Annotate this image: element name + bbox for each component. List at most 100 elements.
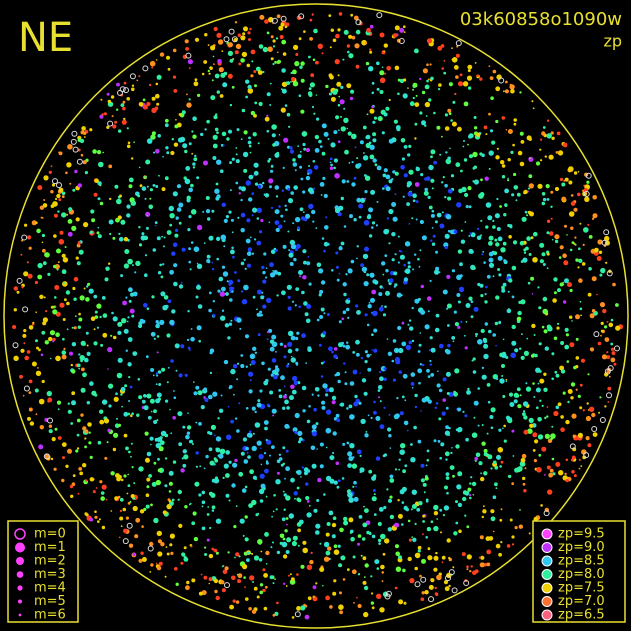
star — [278, 453, 282, 456]
magnitude-symbol — [16, 571, 24, 578]
star — [501, 164, 506, 168]
star — [287, 145, 290, 149]
star — [188, 247, 192, 251]
magnitude-symbol — [18, 613, 22, 617]
star — [435, 250, 439, 254]
star — [155, 562, 158, 565]
star — [364, 197, 367, 200]
star — [573, 171, 578, 175]
star — [452, 100, 456, 104]
star — [315, 582, 318, 585]
star — [319, 464, 324, 469]
star — [338, 12, 343, 16]
star — [421, 235, 427, 241]
star — [427, 375, 431, 378]
star — [353, 218, 357, 222]
star — [240, 58, 245, 63]
star — [311, 209, 316, 215]
star — [175, 582, 179, 586]
star — [570, 226, 574, 230]
star — [297, 440, 301, 444]
star — [204, 553, 208, 556]
star — [500, 508, 503, 511]
star — [266, 338, 269, 341]
star — [386, 338, 389, 340]
star — [134, 534, 139, 539]
star — [546, 198, 550, 201]
star — [426, 449, 430, 453]
star — [305, 175, 311, 181]
star — [480, 219, 483, 222]
star — [559, 282, 564, 287]
star — [262, 181, 265, 185]
star — [441, 135, 443, 138]
star — [490, 467, 493, 470]
star — [453, 310, 457, 314]
star — [177, 137, 184, 143]
star — [587, 292, 592, 297]
star — [420, 597, 425, 601]
star — [296, 573, 299, 576]
star — [477, 387, 481, 390]
star — [138, 243, 143, 247]
star — [189, 439, 193, 444]
star — [235, 159, 240, 164]
bright-star — [228, 28, 235, 35]
star — [245, 407, 249, 410]
star — [341, 477, 345, 480]
star — [315, 94, 318, 96]
star — [466, 525, 470, 529]
star — [575, 258, 579, 262]
star — [123, 328, 129, 334]
star — [285, 208, 288, 212]
star — [259, 389, 263, 393]
star — [328, 346, 333, 352]
star — [278, 394, 283, 399]
star — [269, 575, 274, 580]
star — [85, 331, 89, 335]
star — [512, 240, 518, 245]
star — [193, 246, 200, 252]
star — [116, 108, 119, 111]
star — [242, 151, 249, 158]
star — [249, 575, 255, 581]
star — [470, 315, 474, 319]
star — [579, 307, 583, 311]
star — [352, 369, 358, 375]
star — [154, 106, 159, 111]
star — [502, 241, 507, 246]
star — [538, 453, 542, 457]
star — [393, 119, 398, 124]
star — [604, 337, 610, 342]
star — [111, 115, 114, 118]
star — [347, 131, 352, 136]
star — [495, 242, 500, 247]
bright-star — [569, 443, 576, 450]
star — [320, 145, 323, 148]
star — [594, 247, 599, 253]
star — [291, 616, 295, 619]
star — [236, 378, 239, 381]
star — [299, 65, 303, 69]
stars — [12, 12, 624, 620]
star — [174, 567, 178, 571]
star — [356, 197, 362, 203]
star — [165, 146, 169, 150]
star — [209, 526, 212, 530]
star — [255, 66, 261, 72]
star — [199, 465, 202, 468]
star — [327, 546, 332, 551]
star — [323, 312, 326, 315]
star — [308, 504, 311, 507]
star — [270, 57, 274, 61]
star — [101, 296, 106, 300]
star — [528, 157, 531, 160]
star — [329, 46, 332, 49]
star — [456, 202, 462, 208]
star — [425, 464, 428, 467]
star — [469, 482, 472, 485]
star — [127, 450, 131, 454]
star — [492, 69, 497, 74]
star — [174, 233, 179, 238]
